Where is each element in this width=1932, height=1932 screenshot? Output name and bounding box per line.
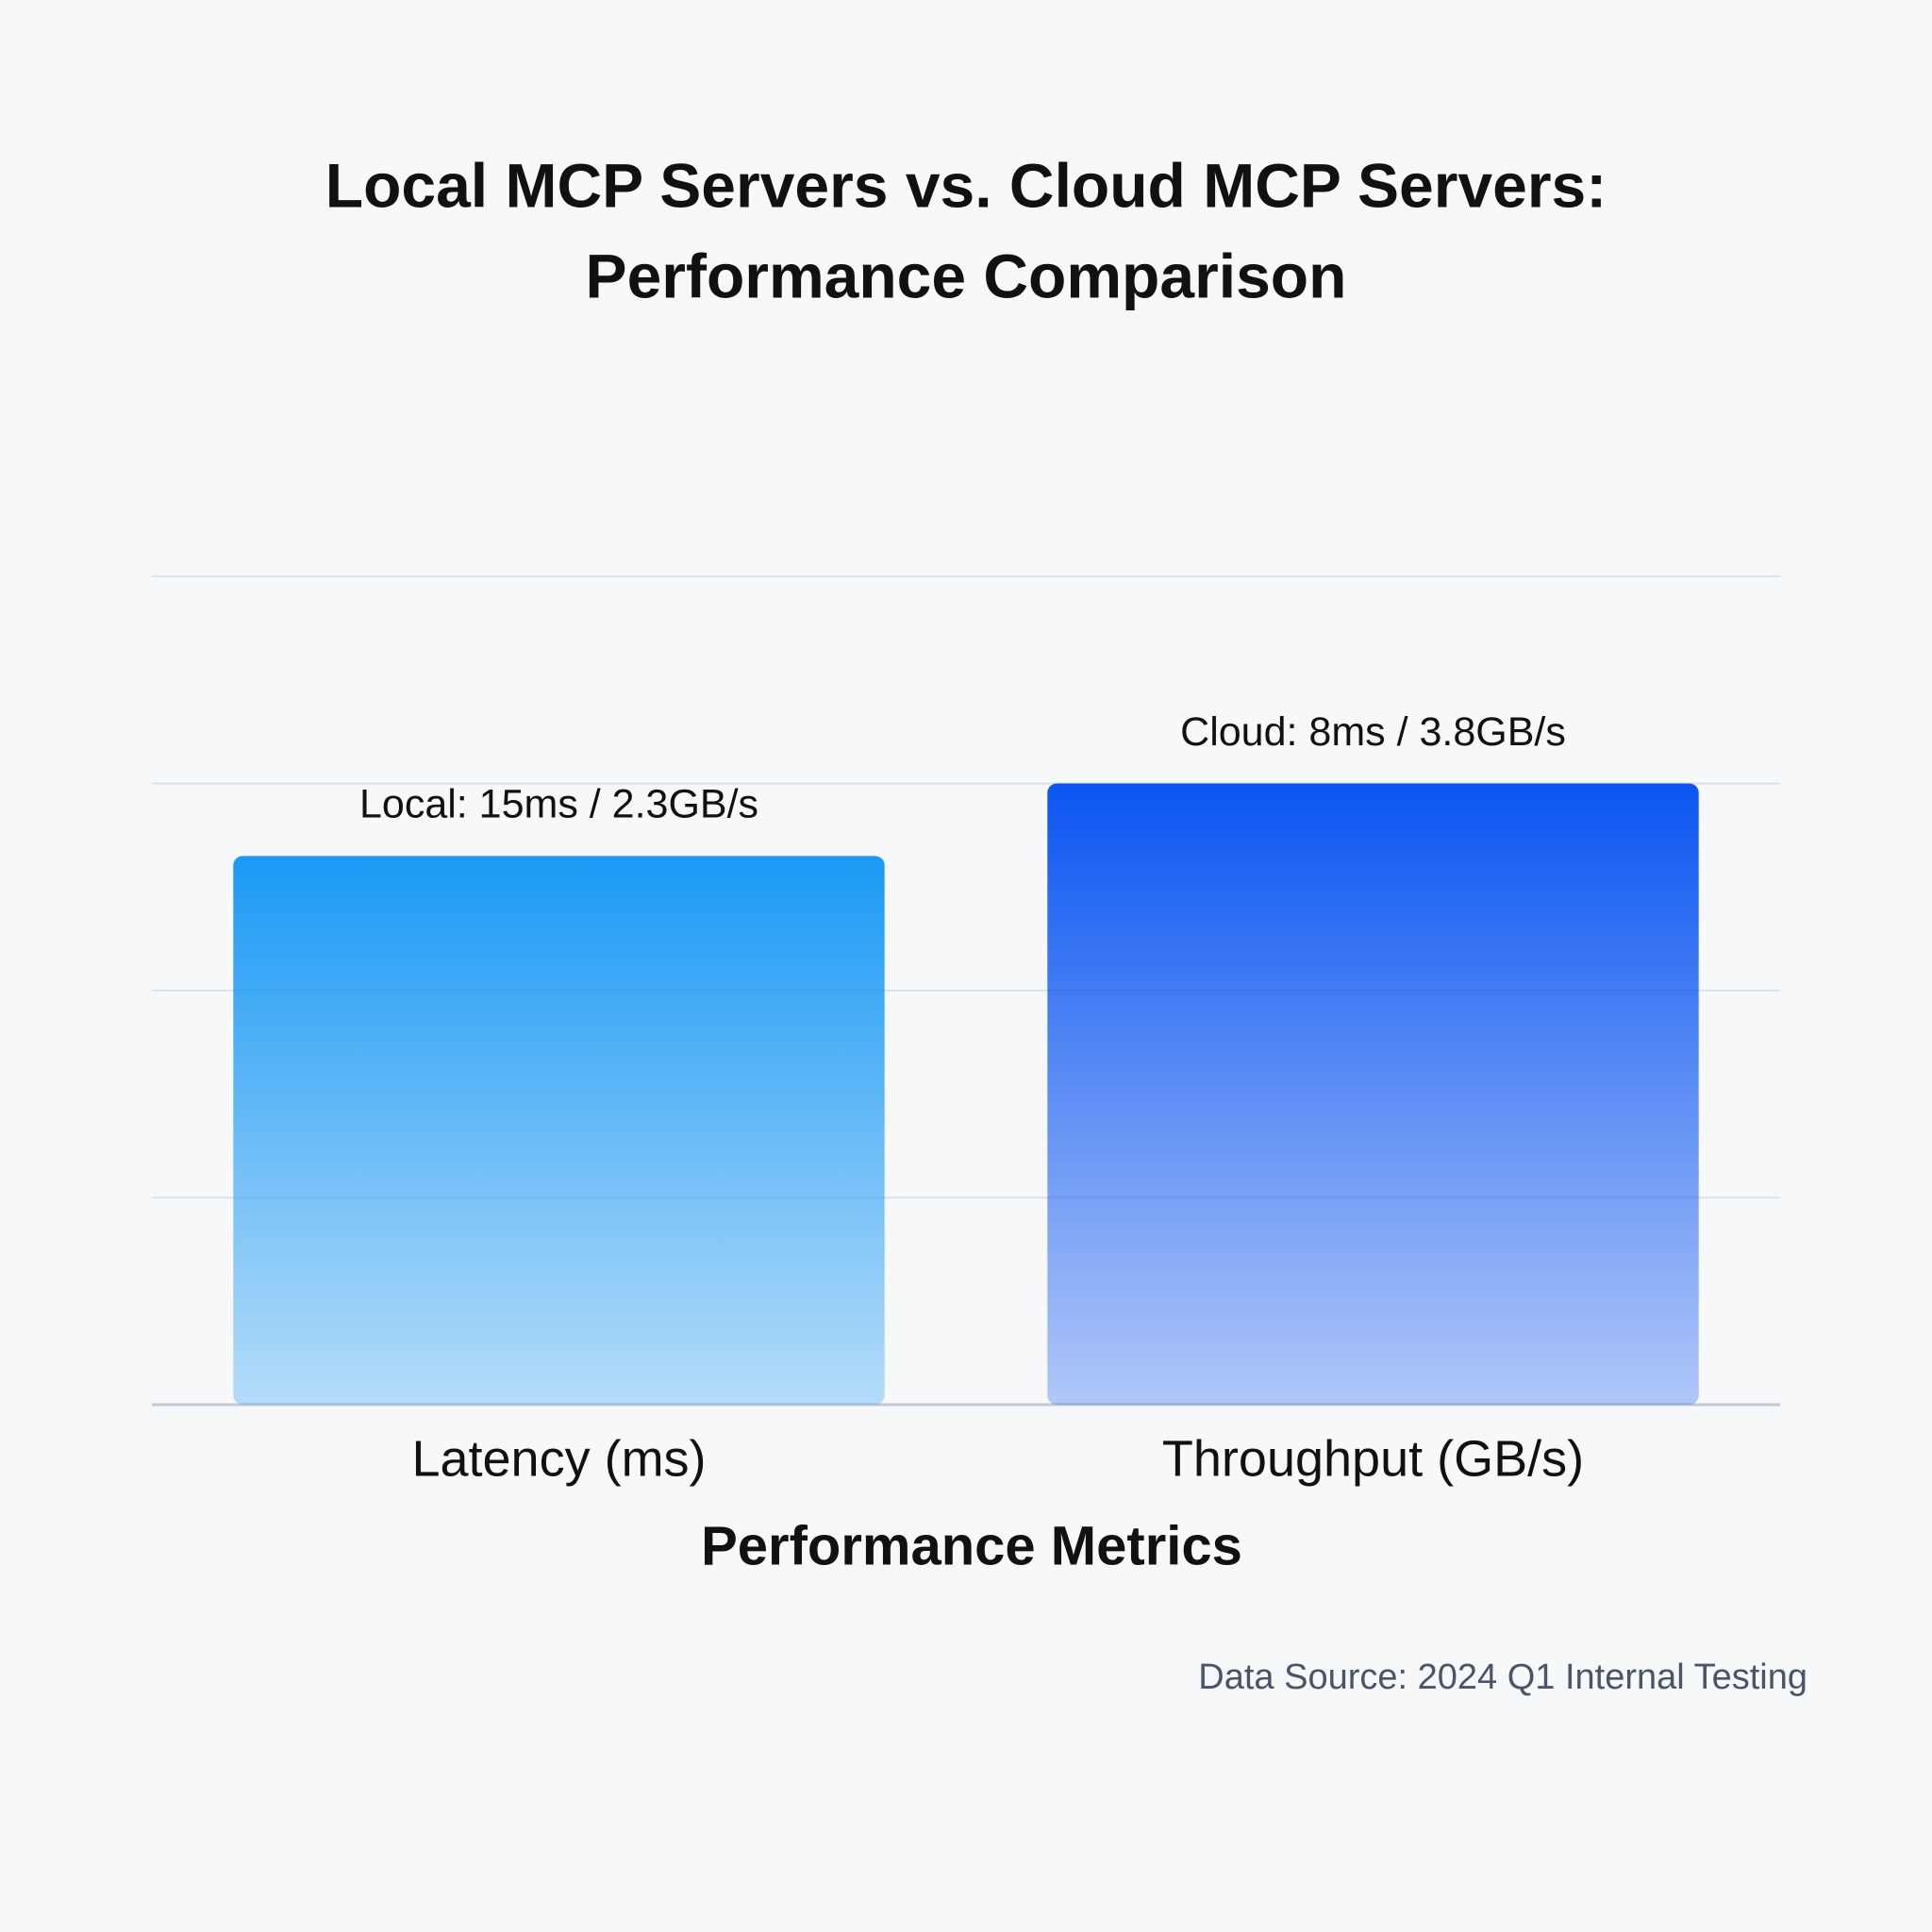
chart-title: Performance Comparison <box>586 241 1347 310</box>
x-tick-label: Latency (ms) <box>411 1430 706 1487</box>
x-axis-title: Performance Metrics <box>701 1515 1242 1576</box>
chart-title: Local MCP Servers vs. Cloud MCP Servers: <box>325 150 1607 220</box>
bar <box>1047 783 1699 1405</box>
bar <box>233 856 885 1405</box>
source-note: Data Source: 2024 Q1 Internal Testing <box>1198 1657 1807 1697</box>
x-tick-label: Throughput (GB/s) <box>1162 1430 1584 1487</box>
bar-annotation: Local: 15ms / 2.3GB/s <box>359 782 758 827</box>
bar-annotation: Cloud: 8ms / 3.8GB/s <box>1180 709 1566 755</box>
